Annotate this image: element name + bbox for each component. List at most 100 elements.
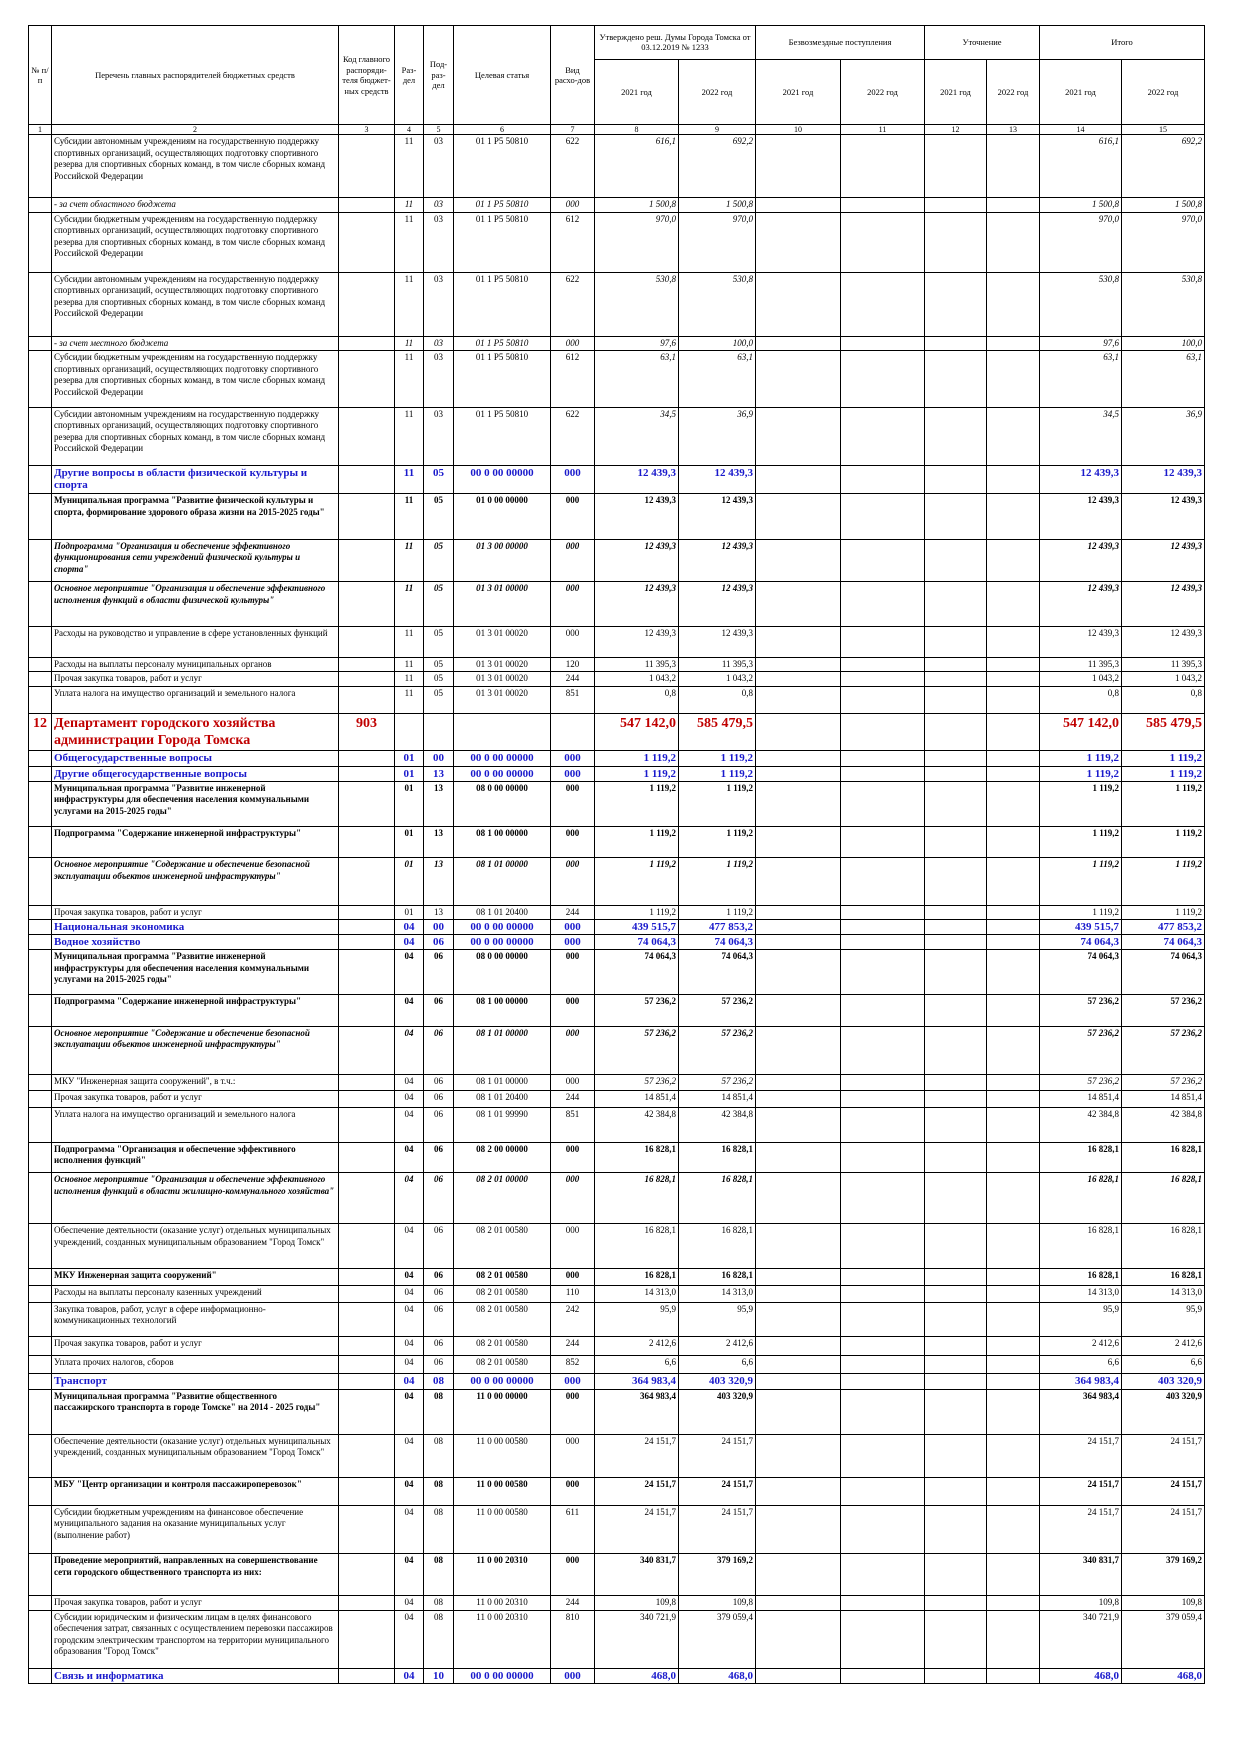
table-cell: 1 500,8 (677, 197, 757, 213)
table-cell: 340 721,9 (594, 1609, 679, 1670)
table-cell: 12 439,3 (1039, 493, 1123, 540)
table-cell: 1 119,2 (677, 780, 757, 827)
table-cell: 03 (423, 197, 454, 213)
table-cell (924, 1372, 988, 1390)
table-cell: 57 236,2 (594, 1074, 679, 1092)
table-cell (924, 934, 988, 951)
table-cell: 63,1 (1039, 350, 1123, 408)
table-cell (338, 350, 395, 408)
table-cell: 03 (423, 406, 454, 467)
table-cell: 01 3 01 00000 (453, 581, 551, 628)
table-cell (840, 1285, 926, 1303)
table-cell (28, 581, 52, 628)
table-cell (28, 197, 52, 213)
header-cell: Вид расхо-дов (550, 24, 595, 126)
table-cell: 000 (550, 949, 595, 996)
table-cell: 1 500,8 (594, 197, 679, 213)
table-cell (338, 1141, 395, 1174)
table-row: Основное мероприятие "Содержание и обесп… (28, 1025, 1206, 1076)
table-cell: 1 119,2 (677, 857, 757, 906)
table-cell (840, 1268, 926, 1287)
table-cell: 04 (394, 1609, 424, 1670)
table-cell: 13 (423, 904, 454, 921)
table-cell: 11 (394, 626, 424, 658)
table-cell (924, 949, 988, 996)
table-cell: 24 151,7 (677, 1504, 757, 1555)
table-row: Подпрограмма "Организация и обеспечение … (28, 538, 1206, 583)
table-cell (986, 1372, 1041, 1390)
table-cell: 16 828,1 (594, 1223, 679, 1270)
header-group: Утверждено реш. Думы Города Томска от 03… (593, 25, 757, 60)
table-cell: 585 479,5 (677, 712, 757, 751)
table-cell: Департамент городского хозяйства админис… (51, 712, 339, 751)
table-cell (986, 335, 1041, 352)
table-cell: 08 1 00 00000 (453, 825, 551, 859)
table-cell (28, 1285, 52, 1303)
table-cell (28, 934, 52, 951)
table-cell: Подпрограмма "Содержание инженерной инфр… (51, 994, 339, 1027)
table-cell: 57 236,2 (594, 1025, 679, 1076)
table-cell: 12 439,3 (1121, 465, 1206, 495)
table-cell (28, 1553, 52, 1596)
table-cell (338, 134, 395, 199)
table-cell: 852 (550, 1354, 595, 1374)
table-cell: 74 064,3 (1121, 934, 1206, 951)
table-cell (840, 825, 926, 859)
table-cell: 14 313,0 (594, 1285, 679, 1303)
table-cell: 000 (550, 1553, 595, 1596)
table-cell (924, 211, 988, 273)
table-cell: 57 236,2 (1121, 1025, 1206, 1076)
table-cell: Основное мероприятие "Организация и обес… (51, 1172, 339, 1225)
table-cell (338, 994, 395, 1027)
table-cell: 616,1 (1039, 134, 1123, 199)
table-cell (755, 685, 842, 714)
table-cell (338, 1090, 395, 1108)
header-group: Уточнение (924, 25, 1041, 60)
table-cell: 1 119,2 (594, 857, 679, 906)
table-cell: 08 0 00 00000 (453, 949, 551, 996)
table-cell (755, 1553, 842, 1596)
table-cell: 04 (394, 1433, 424, 1478)
table-cell (28, 825, 52, 859)
table-cell (28, 1301, 52, 1337)
table-cell: 000 (550, 919, 595, 936)
table-cell (840, 671, 926, 687)
table-cell: 622 (550, 406, 595, 467)
table-row: Субсидии бюджетным учреждениям на госуда… (28, 211, 1206, 273)
table-row: Расходы на руководство и управление в сф… (28, 626, 1206, 658)
table-row: Прочая закупка товаров, работ и услуг 04 0… (28, 1594, 1206, 1611)
table-cell: 16 828,1 (677, 1141, 757, 1174)
table-cell: 439 515,7 (594, 919, 679, 936)
table-cell (28, 904, 52, 921)
table-cell (28, 671, 52, 687)
table-cell: 57 236,2 (1039, 1025, 1123, 1076)
table-cell (28, 1504, 52, 1555)
table-cell: 08 (423, 1476, 454, 1506)
table-cell: 24 151,7 (594, 1476, 679, 1506)
table-cell (986, 1433, 1041, 1478)
table-cell (840, 1223, 926, 1270)
table-row: Общегосударственные вопросы 01 00 00 0 00 0… (28, 749, 1206, 767)
table-cell: 16 828,1 (594, 1141, 679, 1174)
table-cell (28, 406, 52, 467)
table-cell: 04 (394, 1354, 424, 1374)
header-row: 1 2 3 4 5 6 7 8 9 10 11 12 13 14 15 (28, 124, 1206, 136)
table-cell (840, 1107, 926, 1143)
table-cell (840, 656, 926, 673)
table-row: Расходы на выплаты персоналу казенных уч… (28, 1285, 1206, 1303)
table-cell: 13 (423, 765, 454, 782)
table-cell: 244 (550, 671, 595, 687)
table-cell: 12 439,3 (677, 626, 757, 658)
table-cell: 06 (423, 1301, 454, 1337)
table-cell (28, 271, 52, 337)
table-cell (28, 1074, 52, 1092)
table-row: Подпрограмма "Содержание инженерной инфр… (28, 825, 1206, 859)
table-cell: 05 (423, 626, 454, 658)
table-cell: 04 (394, 1668, 424, 1685)
table-cell: 57 236,2 (677, 1025, 757, 1076)
table-cell (755, 919, 842, 936)
table-cell: 01 1 P5 50810 (453, 271, 551, 337)
table-cell (755, 1609, 842, 1670)
table-cell: 34,5 (594, 406, 679, 467)
header-cell: Под-раз-дел (423, 24, 454, 126)
